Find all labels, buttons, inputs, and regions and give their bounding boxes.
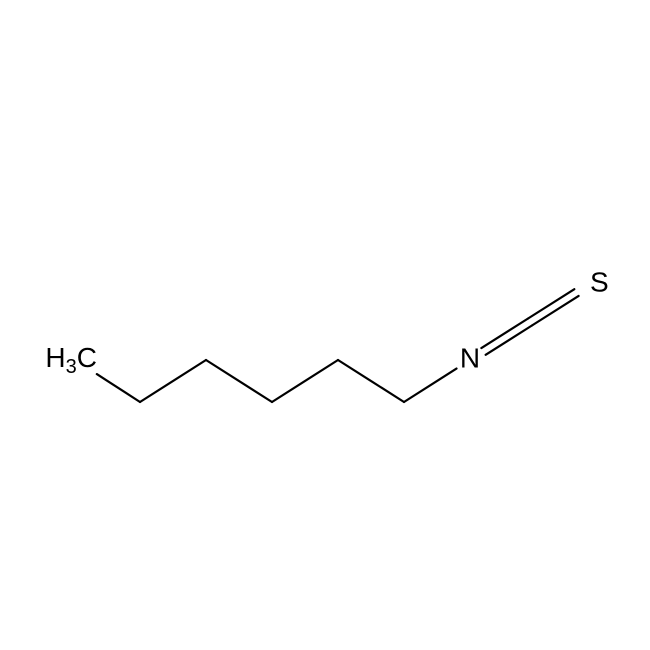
bond-single bbox=[338, 360, 404, 402]
atom-label-N: N bbox=[460, 342, 480, 373]
molecule-canvas: H3C N S bbox=[0, 0, 650, 650]
atom-label-S: S bbox=[590, 266, 609, 297]
atom-label-C1: H3C bbox=[45, 342, 97, 378]
bond-single bbox=[97, 374, 140, 402]
molecule-svg: H3C N S bbox=[0, 0, 650, 650]
bond-single bbox=[404, 369, 457, 402]
bond-single bbox=[272, 360, 338, 402]
bond-single bbox=[206, 360, 272, 402]
bond-single bbox=[140, 360, 206, 402]
